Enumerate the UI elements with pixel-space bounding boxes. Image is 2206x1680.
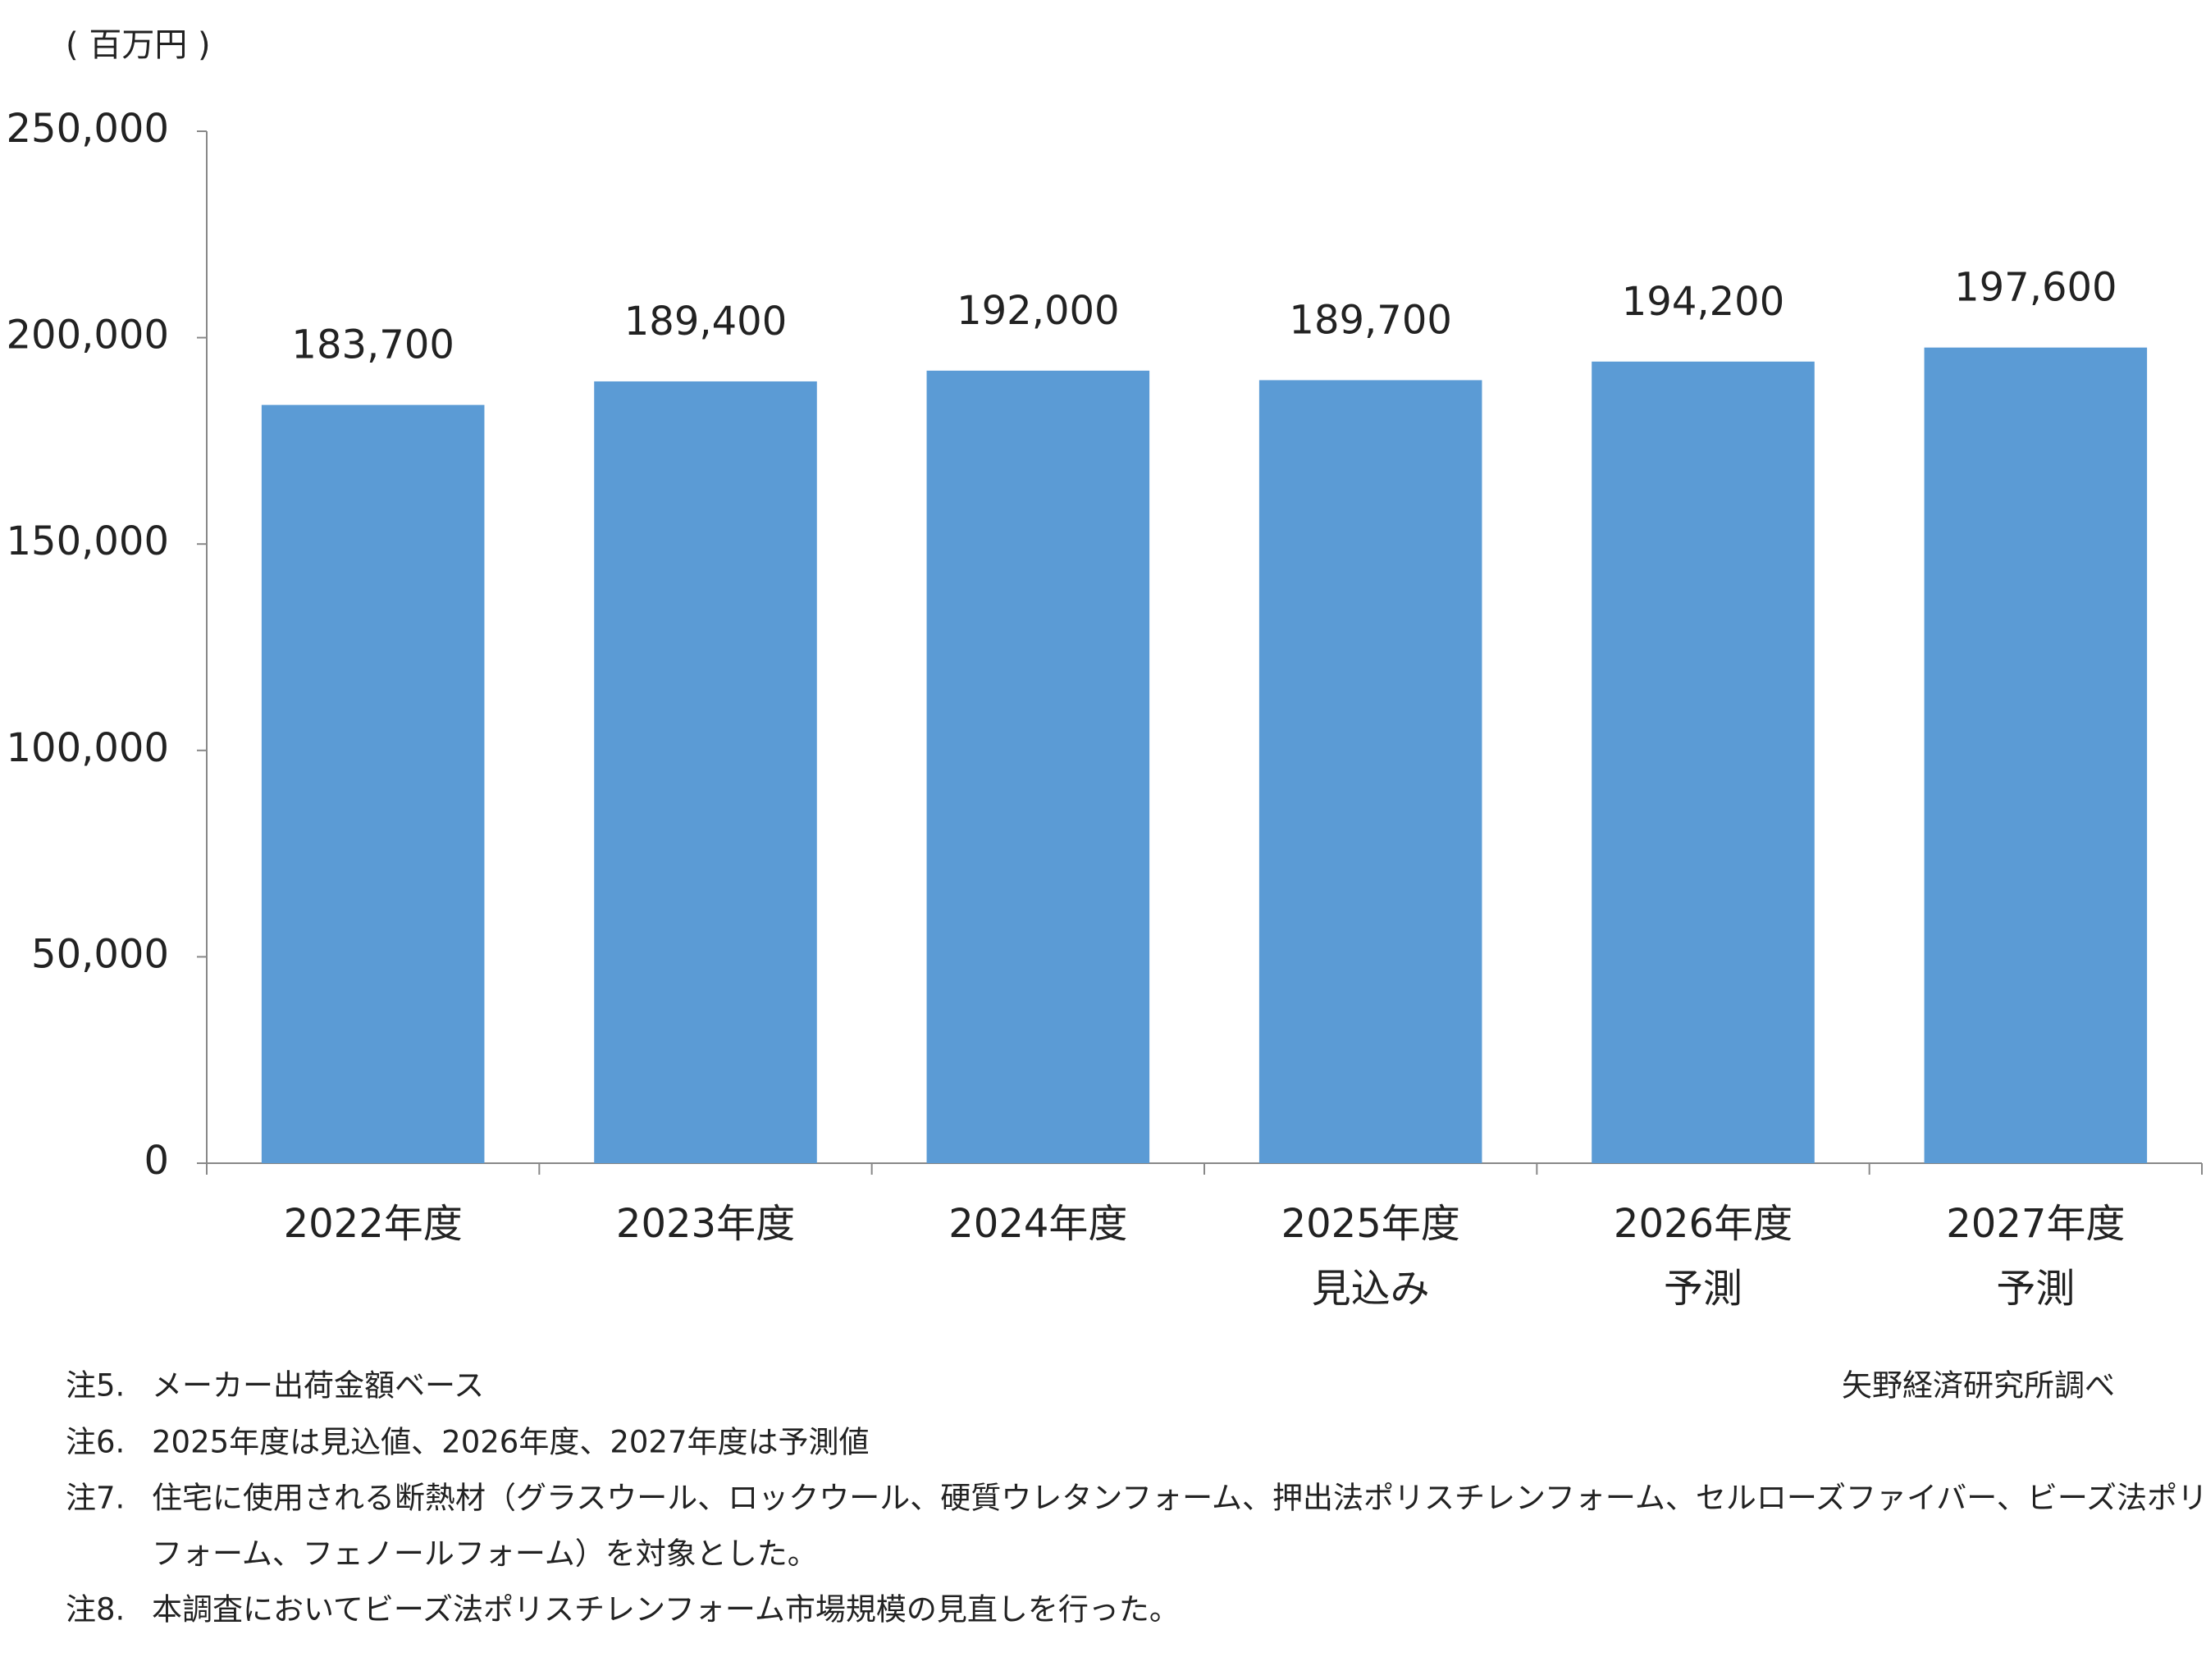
note-label: 注5. [66,1368,125,1404]
x-tick-label: 2025年度 [1281,1201,1460,1247]
bar [926,370,1150,1164]
x-tick-label: 2027年度 [1946,1201,2125,1247]
y-axis-unit: ( 百万円 ) [66,26,211,64]
value-label: 189,700 [1289,297,1452,343]
value-label: 194,200 [1622,279,1785,325]
value-label: 197,600 [1954,265,2117,311]
bar [1258,380,1482,1164]
note-text: メーカー出荷金額ベース [152,1368,484,1404]
bar [261,404,485,1164]
x-tick-label: 2024年度 [948,1201,1127,1247]
y-tick-label: 200,000 [7,313,170,358]
x-tick-label: 2026年度 [1614,1201,1793,1247]
source: 矢野経済研究所調べ [1842,1368,2115,1404]
x-tick-label: 2022年度 [284,1201,463,1247]
y-tick-label: 150,000 [7,518,170,564]
x-tick-label: 予測 [1996,1266,2075,1312]
y-tick-label: 0 [144,1138,169,1184]
bar [594,381,817,1163]
value-label: 189,400 [624,299,788,345]
x-tick-label: 2023年度 [616,1201,795,1247]
y-tick-label: 100,000 [7,725,170,771]
note-label: 注8. [66,1592,125,1628]
value-label: 192,000 [957,288,1120,334]
note-label: 注7. [66,1481,125,1516]
y-tick-label: 50,000 [31,931,169,977]
note-text: フォーム、フェノールフォーム）を対象とした。 [152,1536,818,1572]
x-tick-label: 予測 [1664,1266,1742,1312]
value-label: 183,700 [291,322,454,368]
note-label: 注6. [66,1425,125,1460]
y-tick-label: 250,000 [7,106,170,152]
note-text: 住宅に使用される断熱材（グラスウール、ロックウール、硬質ウレタンフォーム、押出法… [152,1481,2206,1516]
note-text: 本調査においてビーズ法ポリスチレンフォーム市場規模の見直しを行った。 [152,1592,1180,1628]
note-text: 2025年度は見込値、2026年度、2027年度は予測値 [152,1425,870,1460]
bar [1592,361,1815,1163]
x-tick-label: 見込み [1312,1266,1430,1312]
bar [1924,347,2148,1164]
